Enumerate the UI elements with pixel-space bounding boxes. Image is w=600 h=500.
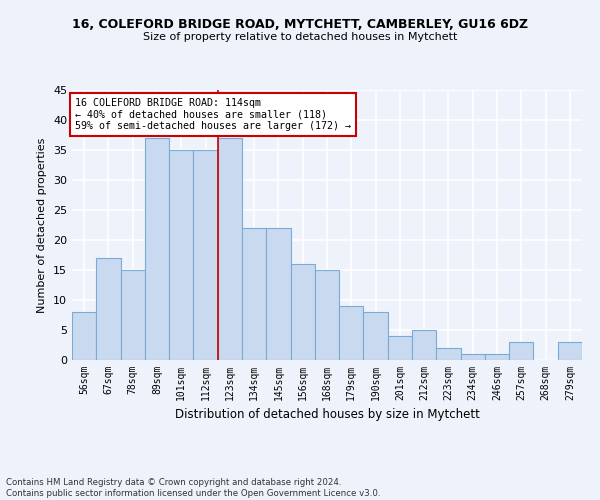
Bar	[169, 150, 193, 360]
Bar	[364, 312, 388, 360]
Text: 16 COLEFORD BRIDGE ROAD: 114sqm
← 40% of detached houses are smaller (118)
59% o: 16 COLEFORD BRIDGE ROAD: 114sqm ← 40% of…	[74, 98, 350, 132]
Bar	[72, 312, 96, 360]
Text: Size of property relative to detached houses in Mytchett: Size of property relative to detached ho…	[143, 32, 457, 42]
Bar	[558, 342, 582, 360]
Bar	[461, 354, 485, 360]
Bar	[242, 228, 266, 360]
Bar	[218, 138, 242, 360]
Y-axis label: Number of detached properties: Number of detached properties	[37, 138, 47, 312]
Bar	[145, 138, 169, 360]
Bar	[339, 306, 364, 360]
Bar	[412, 330, 436, 360]
Bar	[509, 342, 533, 360]
Text: Contains HM Land Registry data © Crown copyright and database right 2024.
Contai: Contains HM Land Registry data © Crown c…	[6, 478, 380, 498]
X-axis label: Distribution of detached houses by size in Mytchett: Distribution of detached houses by size …	[175, 408, 479, 422]
Bar	[436, 348, 461, 360]
Bar	[193, 150, 218, 360]
Bar	[315, 270, 339, 360]
Bar	[121, 270, 145, 360]
Bar	[290, 264, 315, 360]
Text: 16, COLEFORD BRIDGE ROAD, MYTCHETT, CAMBERLEY, GU16 6DZ: 16, COLEFORD BRIDGE ROAD, MYTCHETT, CAMB…	[72, 18, 528, 30]
Bar	[266, 228, 290, 360]
Bar	[485, 354, 509, 360]
Bar	[388, 336, 412, 360]
Bar	[96, 258, 121, 360]
